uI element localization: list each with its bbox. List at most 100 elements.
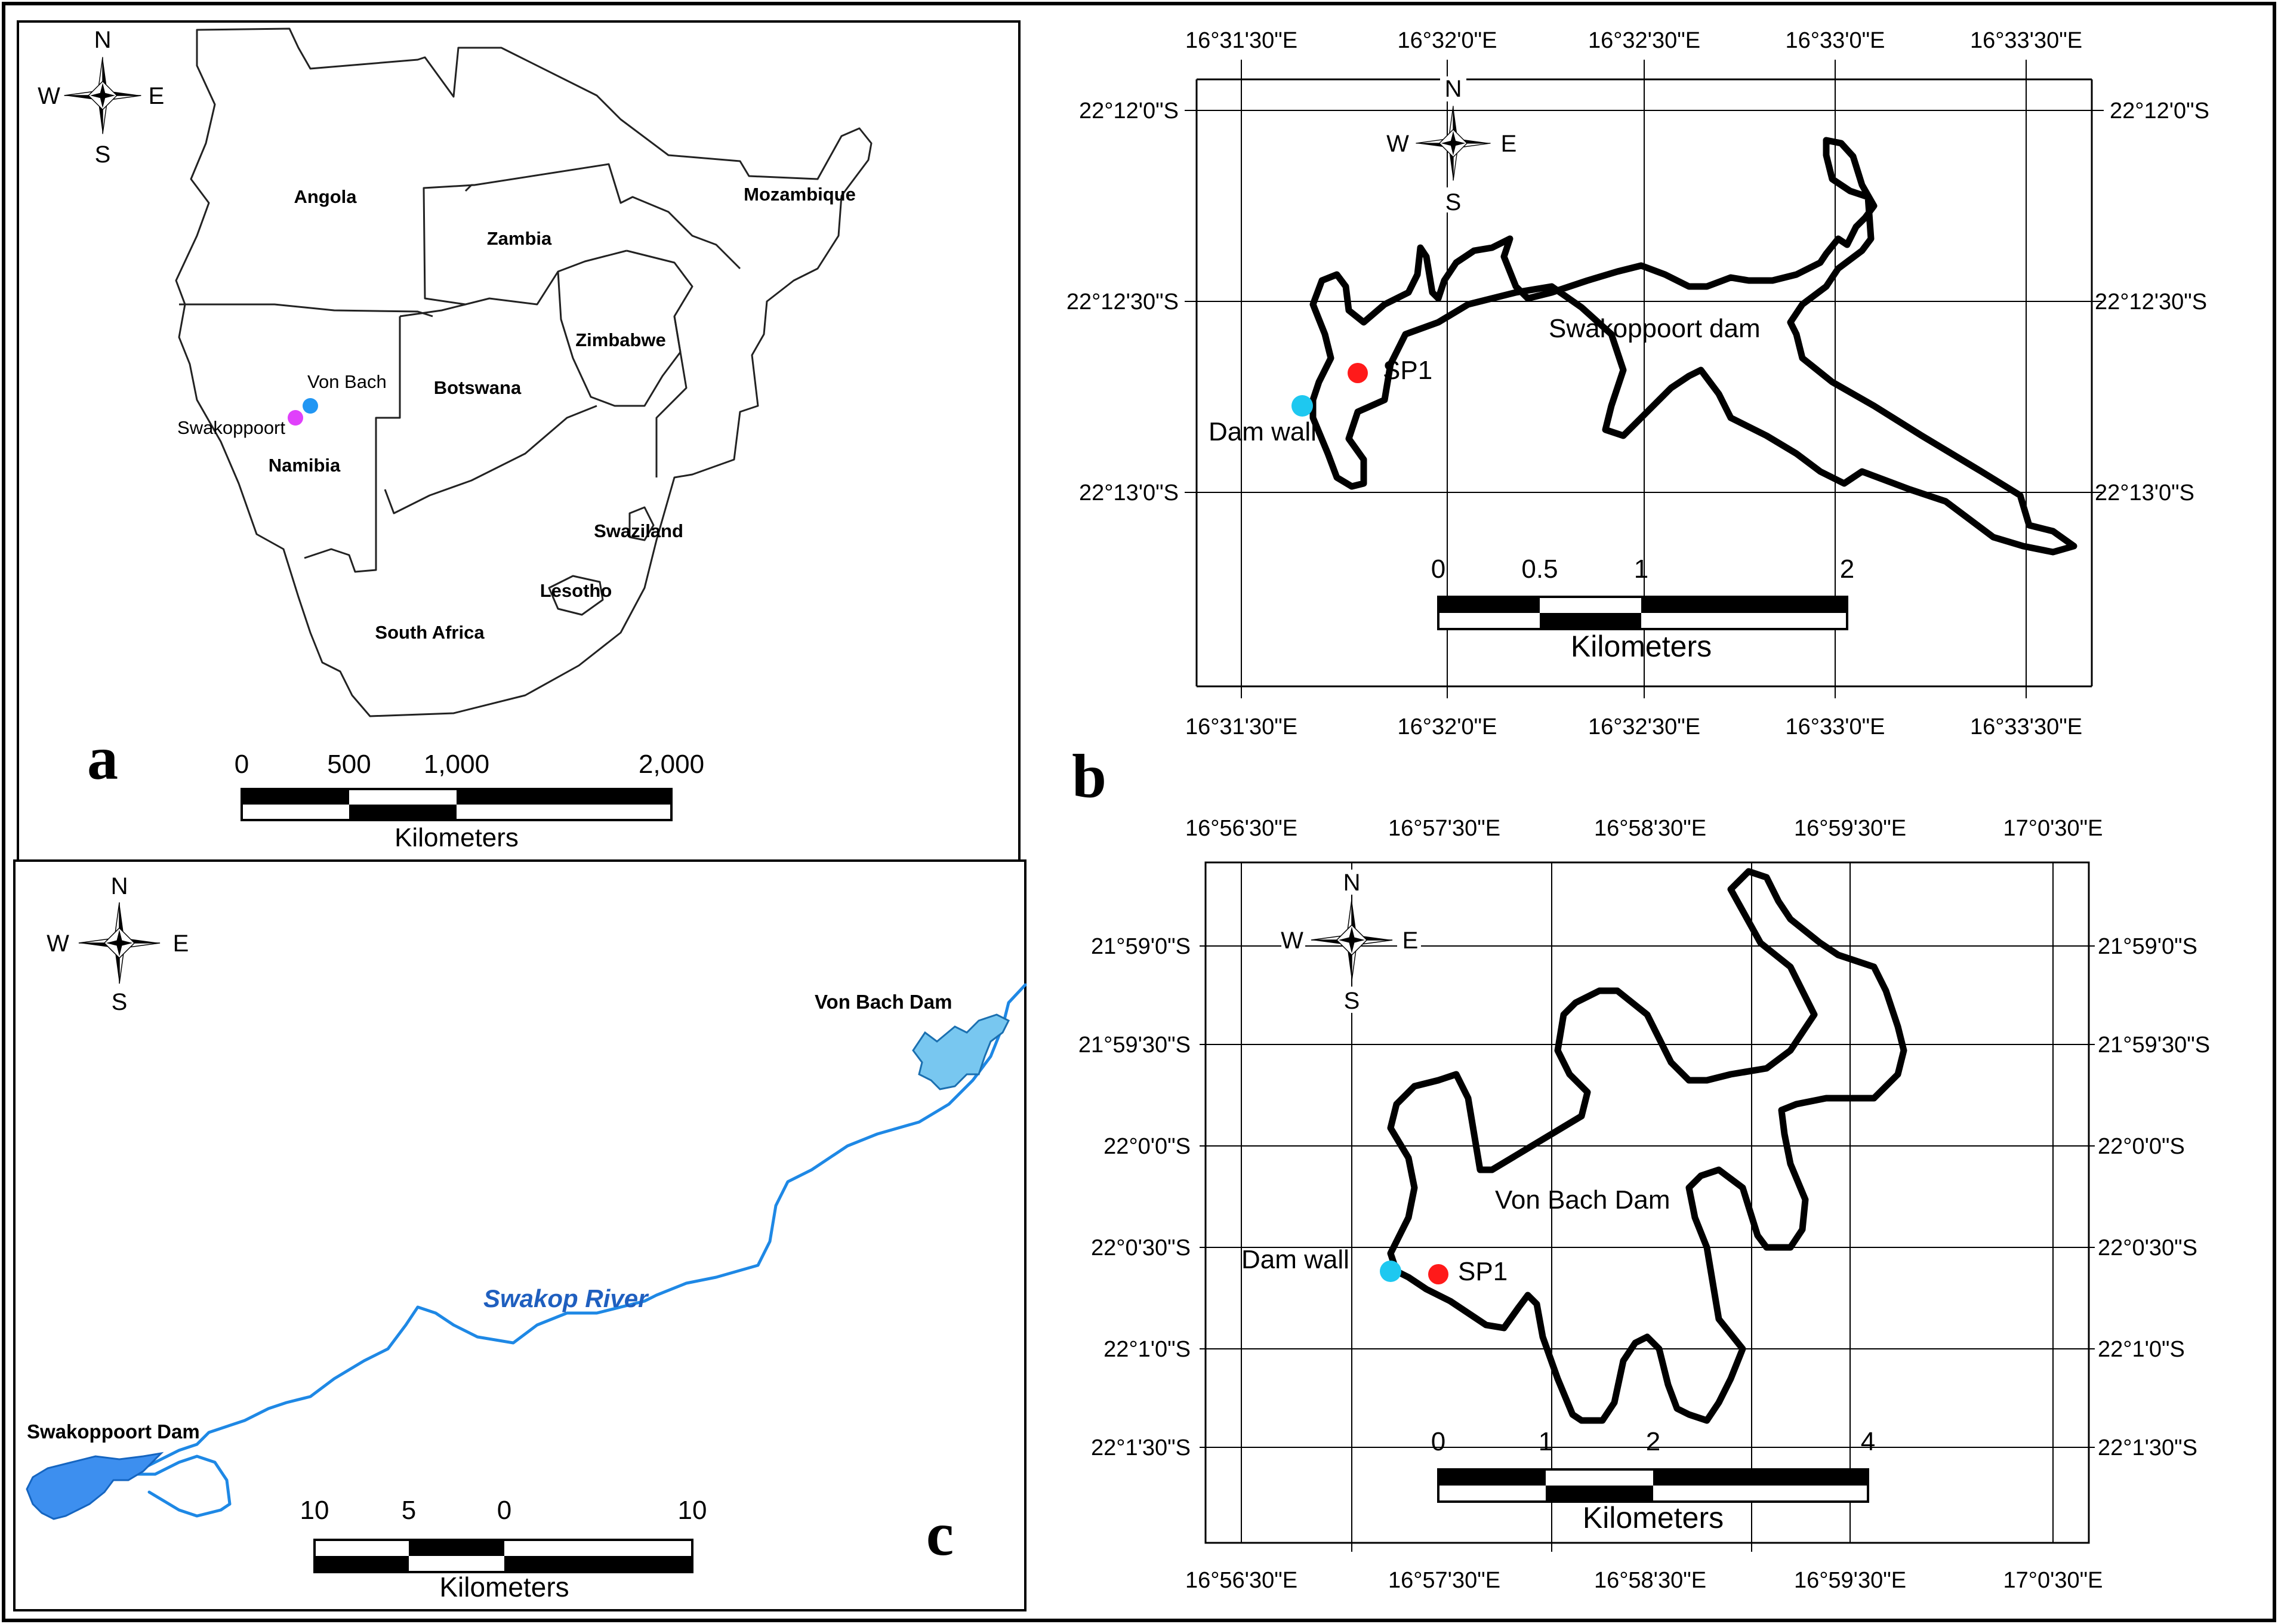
lesotho-border: [548, 575, 604, 616]
d-lat-left-3: 22°0'30"S: [1091, 1235, 1191, 1261]
panel-b-letter: b: [1072, 742, 1106, 811]
b-site-sp1-label: SP1: [1383, 356, 1432, 385]
panel-c-letter: c: [926, 1500, 954, 1568]
compass-n-label: N: [1343, 870, 1361, 896]
b-lat-left-2: 22°13'0"S: [1079, 480, 1179, 506]
d-lon-bottom-4: 17°0'30"E: [2003, 1568, 2103, 1593]
panel-c-scale-bar: 10 5 0 10 Kilometers: [300, 1496, 707, 1603]
panel-d-scale-bar: 0 1 2 4 Kilometers: [1431, 1427, 1875, 1534]
d-lat-right-1: 21°59'30"S: [2098, 1033, 2210, 1058]
label-namibia: Namibia: [269, 455, 341, 476]
b-lon-bottom-3: 16°33'0"E: [1786, 714, 1885, 739]
d-lon-bottom-3: 16°59'30"E: [1794, 1568, 1906, 1593]
von-bach-dam-outline: [1387, 868, 1907, 1424]
panel-b-compass-icon: N S W E: [1386, 76, 1520, 215]
d-lat-right-3: 22°0'30"S: [2098, 1235, 2197, 1261]
d-lat-right-4: 22°1'0"S: [2098, 1337, 2185, 1362]
c-label-swakop-river: Swakop River: [483, 1284, 649, 1312]
label-botswana: Botswana: [434, 377, 522, 398]
label-lesotho: Lesotho: [540, 580, 612, 601]
scale-b-tick-2: 1: [1634, 554, 1648, 584]
d-dam-name: Von Bach Dam: [1495, 1185, 1670, 1215]
zimbabwe-border: [557, 249, 693, 407]
compass-s-label: S: [1344, 988, 1360, 1014]
panel-b-scale-bar: 0 0.5 1 2 Kilometers: [1431, 554, 1854, 663]
d-lon-top-0: 16°56'30"E: [1185, 816, 1297, 841]
d-lat-left-1: 21°59'30"S: [1078, 1033, 1191, 1058]
label-swakoppoort: Swakoppoort: [177, 417, 285, 438]
b-dam-wall-label: Dam wall: [1209, 417, 1317, 446]
scale-a-tick-2: 1,000: [424, 750, 489, 779]
compass-w-label: W: [38, 83, 60, 109]
panel-a-compass-icon: N S W E: [38, 27, 164, 168]
label-south-africa: South Africa: [375, 622, 485, 643]
b-lon-top-4: 16°33'30"E: [1970, 28, 2082, 53]
b-lon-bottom-2: 16°32'30"E: [1588, 714, 1700, 739]
d-lat-left-4: 22°1'0"S: [1103, 1337, 1191, 1362]
b-lat-left-0: 22°12'0"S: [1079, 98, 1179, 124]
botswana-zambia-border: [399, 249, 627, 318]
b-lon-bottom-4: 16°33'30"E: [1970, 714, 2082, 739]
scale-a-tick-1: 500: [327, 750, 371, 779]
angola-zambia-border: [423, 184, 476, 306]
compass-e-label: E: [149, 83, 165, 109]
d-lat-right-2: 22°0'0"S: [2098, 1134, 2185, 1159]
compass-e-label: E: [1402, 927, 1419, 954]
label-zambia: Zambia: [487, 228, 552, 249]
label-von-bach: Von Bach: [307, 371, 387, 392]
scale-d-tick-0: 0: [1431, 1427, 1445, 1456]
b-lon-bottom-0: 16°31'30"E: [1185, 714, 1297, 739]
panel-c-river-map: N S W E Von Bach Dam Swakoppoort Dam Swa…: [13, 859, 1027, 1611]
b-dam-wall-marker: [1291, 395, 1313, 417]
b-site-sp1-marker: [1348, 363, 1368, 383]
compass-s-label: S: [112, 989, 128, 1015]
angola-namibia-border: [179, 303, 433, 318]
scale-c-tick-2: 0: [497, 1496, 511, 1525]
panel-c-frame: [13, 859, 1027, 1611]
swaziland-border: [628, 506, 655, 541]
d-lat-left-0: 21°59'0"S: [1091, 934, 1191, 959]
scale-b-tick-1: 0.5: [1521, 554, 1558, 584]
swakoppoort-dam-outline: [1309, 137, 2077, 556]
d-dam-wall-marker: [1380, 1261, 1401, 1282]
von-bach-marker: [303, 398, 318, 414]
label-zimbabwe: Zimbabwe: [575, 329, 666, 350]
panel-a-letter: a: [87, 724, 118, 793]
d-lat-left-5: 22°1'30"S: [1091, 1435, 1191, 1460]
panel-b-grid: [1185, 60, 2104, 698]
b-lon-top-0: 16°31'30"E: [1185, 28, 1297, 53]
scale-d-tick-2: 2: [1646, 1427, 1660, 1456]
panel-a-frame: [17, 20, 1021, 862]
southern-africa-outline: [175, 27, 873, 717]
d-site-sp1-marker: [1428, 1264, 1448, 1284]
von-bach-reservoir-shape: [912, 1013, 1010, 1090]
panel-b-swakoppoort-map: 16°31'30"E 16°32'0"E 16°32'30"E 16°33'0"…: [1066, 28, 2209, 811]
panel-d-grid: [1200, 861, 2095, 1552]
mozambique-border: [655, 316, 688, 477]
swakoppoort-reservoir-shape: [26, 1452, 164, 1520]
b-dam-name: Swakoppoort dam: [1549, 314, 1761, 343]
d-site-sp1-label: SP1: [1458, 1257, 1508, 1286]
scale-b-tick-3: 2: [1840, 554, 1854, 584]
compass-n-label: N: [111, 873, 128, 899]
compass-e-label: E: [1501, 131, 1517, 157]
panel-d-von-bach-map: 16°56'30"E 16°57'30"E 16°58'30"E 16°59'3…: [1078, 816, 2210, 1593]
panel-a-regional-map: N S W E Angola Zambia Mozambique Zimbabw…: [17, 20, 1021, 862]
b-lat-right-1: 22°12'30"S: [2095, 289, 2207, 315]
compass-s-label: S: [95, 141, 111, 168]
b-lon-top-1: 16°32'0"E: [1398, 28, 1497, 53]
swakop-river-line: [130, 983, 1027, 1518]
d-dam-wall-label: Dam wall: [1241, 1245, 1349, 1274]
compass-n-label: N: [94, 27, 112, 53]
scale-a-unit: Kilometers: [394, 823, 519, 852]
d-lat-left-2: 22°0'0"S: [1103, 1134, 1191, 1159]
compass-w-label: W: [47, 930, 69, 957]
scale-a-tick-0: 0: [235, 750, 249, 779]
d-lon-top-3: 16°59'30"E: [1794, 816, 1906, 841]
panel-d-compass-icon: N S W E: [1281, 870, 1421, 1014]
scale-b-tick-0: 0: [1431, 554, 1445, 584]
d-lat-right-0: 21°59'0"S: [2098, 934, 2197, 959]
scale-a-tick-3: 2,000: [639, 750, 704, 779]
compass-s-label: S: [1445, 189, 1462, 215]
